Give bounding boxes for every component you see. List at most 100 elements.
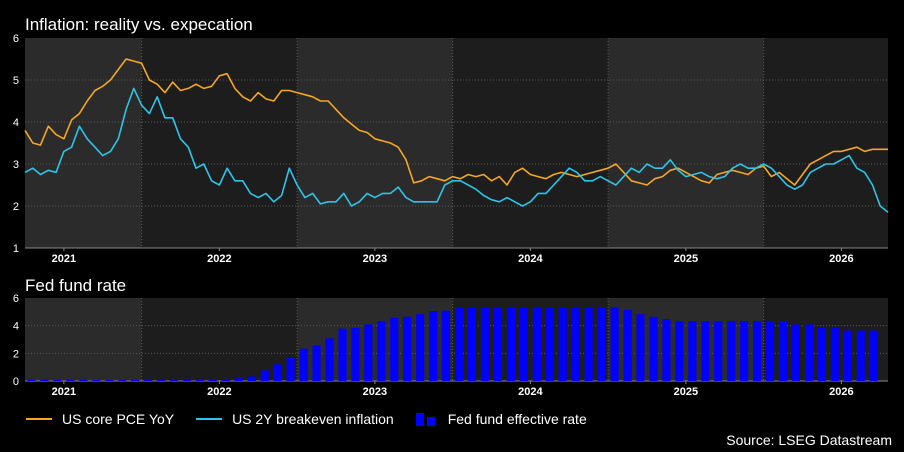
inflation-band: [25, 38, 142, 248]
inflation-ytick-label: 2: [13, 201, 19, 213]
inflation-series-line-1: [24, 87, 889, 213]
inflation-ytick-label: 3: [13, 159, 19, 171]
fedrate-ytick-label: 0: [13, 376, 19, 388]
fedrate-xtick-label: 2021: [52, 386, 76, 398]
fedrate-bar: [584, 307, 593, 381]
fedrate-bar: [195, 379, 204, 381]
fedrate-bar: [869, 330, 878, 381]
fedrate-band: [297, 298, 453, 381]
fedrate-bar: [714, 321, 723, 381]
fedrate-bar: [662, 319, 671, 381]
legend-label-core-pce: US core PCE YoY: [62, 411, 175, 427]
fedrate-bar: [610, 307, 619, 381]
fedrate-bar: [247, 376, 256, 381]
legend-label-breakeven: US 2Y breakeven inflation: [232, 411, 394, 427]
inflation-xtick-label: 2026: [829, 253, 853, 265]
fedrate-bar: [766, 321, 775, 381]
fedrate-bar: [791, 324, 801, 381]
fedrate-bar: [649, 316, 658, 381]
inflation-xtick-label: 2024: [518, 253, 543, 265]
legend-swatch-breakeven: [196, 418, 223, 420]
fedrate-xtick-label: 2026: [829, 386, 853, 398]
fedrate-bar: [273, 364, 282, 381]
inflation-xtick-label: 2025: [674, 253, 698, 265]
fedrate-bar: [636, 314, 645, 381]
fedrate-bar: [597, 307, 606, 381]
fedrate-bar: [455, 307, 464, 381]
fedrate-bar: [377, 321, 386, 381]
fedrate-bar: [778, 321, 788, 381]
fedrate-bar: [843, 330, 852, 381]
fedrate-bar: [260, 370, 269, 381]
inflation-band: [763, 38, 888, 248]
fedrate-ytick-label: 6: [13, 293, 19, 305]
inflation-ytick-label: 5: [13, 75, 19, 87]
fedrate-bar: [182, 379, 192, 381]
fedrate-bar: [79, 379, 88, 381]
inflation-xtick-label: 2022: [207, 253, 231, 265]
fedrate-band: [25, 298, 142, 381]
source-note: Source: LSEG Datastream: [726, 432, 892, 448]
fedrate-bar: [532, 307, 541, 381]
fedrate-bar: [338, 328, 347, 381]
fedrate-xtick-label: 2022: [207, 386, 231, 398]
legend-item-breakeven: US 2Y breakeven inflation: [196, 411, 394, 427]
fedrate-bar: [830, 327, 839, 381]
inflation-band: [141, 38, 298, 248]
fedrate-xtick-label: 2024: [518, 386, 543, 398]
fedrate-bar: [312, 345, 321, 381]
fedrate-bar: [467, 307, 477, 381]
legend-item-fed-rate: Fed fund effective rate: [415, 411, 587, 427]
legend-label-fed-rate: Fed fund effective rate: [447, 411, 587, 427]
legend: US core PCE YoY US 2Y breakeven inflatio…: [26, 409, 609, 429]
fedrate-band: [608, 298, 764, 381]
fedrate-bar: [208, 379, 217, 381]
inflation-panel: 1 2 3 4 5 6 2021 2022 2023 2024 2025 2026: [13, 33, 889, 265]
inflation-ytick-label: 4: [13, 117, 19, 129]
fedrate-bar: [53, 379, 62, 381]
inflation-band: [452, 38, 609, 248]
fedrate-bar: [480, 307, 490, 381]
inflation-band: [297, 38, 453, 248]
fedrate-bar: [27, 379, 36, 381]
fedrate-bar: [299, 348, 308, 381]
fedrate-bar: [571, 307, 580, 381]
fedrate-bar: [623, 310, 632, 381]
fedrate-bar: [325, 338, 334, 381]
fedrate-bar: [506, 307, 515, 381]
fedrate-bar: [169, 379, 179, 381]
fedrate-bar: [416, 314, 425, 381]
fedrate-bar: [234, 378, 243, 381]
fedrate-bar: [66, 379, 75, 381]
fedrate-bar: [727, 321, 736, 381]
fedrate-bar: [351, 328, 360, 381]
fedrate-bar: [493, 307, 503, 381]
fedrate-bar: [675, 321, 684, 381]
legend-item-core-pce: US core PCE YoY: [26, 411, 174, 427]
fedrate-bar: [157, 379, 166, 381]
fedrate-bar: [558, 307, 567, 381]
fedrate-bar: [131, 379, 140, 381]
fedrate-bar: [144, 379, 153, 381]
fedrate-bar: [804, 324, 814, 381]
fedrate-bar: [701, 321, 710, 381]
fedrate-band: [141, 298, 298, 381]
chart-2-title: Fed fund rate: [25, 276, 126, 295]
inflation-ytick-label: 1: [13, 243, 19, 255]
fedrate-bar: [856, 330, 865, 381]
fedrate-ytick-label: 4: [13, 321, 19, 333]
fedrate-band: [452, 298, 609, 381]
fedrate-bar: [442, 310, 451, 381]
fedrate-bar: [40, 379, 49, 381]
fedrate-bar: [221, 379, 230, 381]
fedrate-bar: [105, 380, 114, 381]
fed-rate-panel: 0 2 4 6 2021 2022 2023 2024 2025 2026: [13, 293, 888, 398]
fedrate-bar: [403, 316, 412, 381]
fedrate-bar: [817, 327, 826, 381]
inflation-xtick-label: 2021: [52, 253, 76, 265]
fedrate-bar: [118, 380, 127, 381]
chart-1-title: Inflation: reality vs. expecation: [25, 15, 253, 34]
inflation-series-line-0: [24, 58, 888, 186]
fedrate-bar: [519, 307, 528, 381]
